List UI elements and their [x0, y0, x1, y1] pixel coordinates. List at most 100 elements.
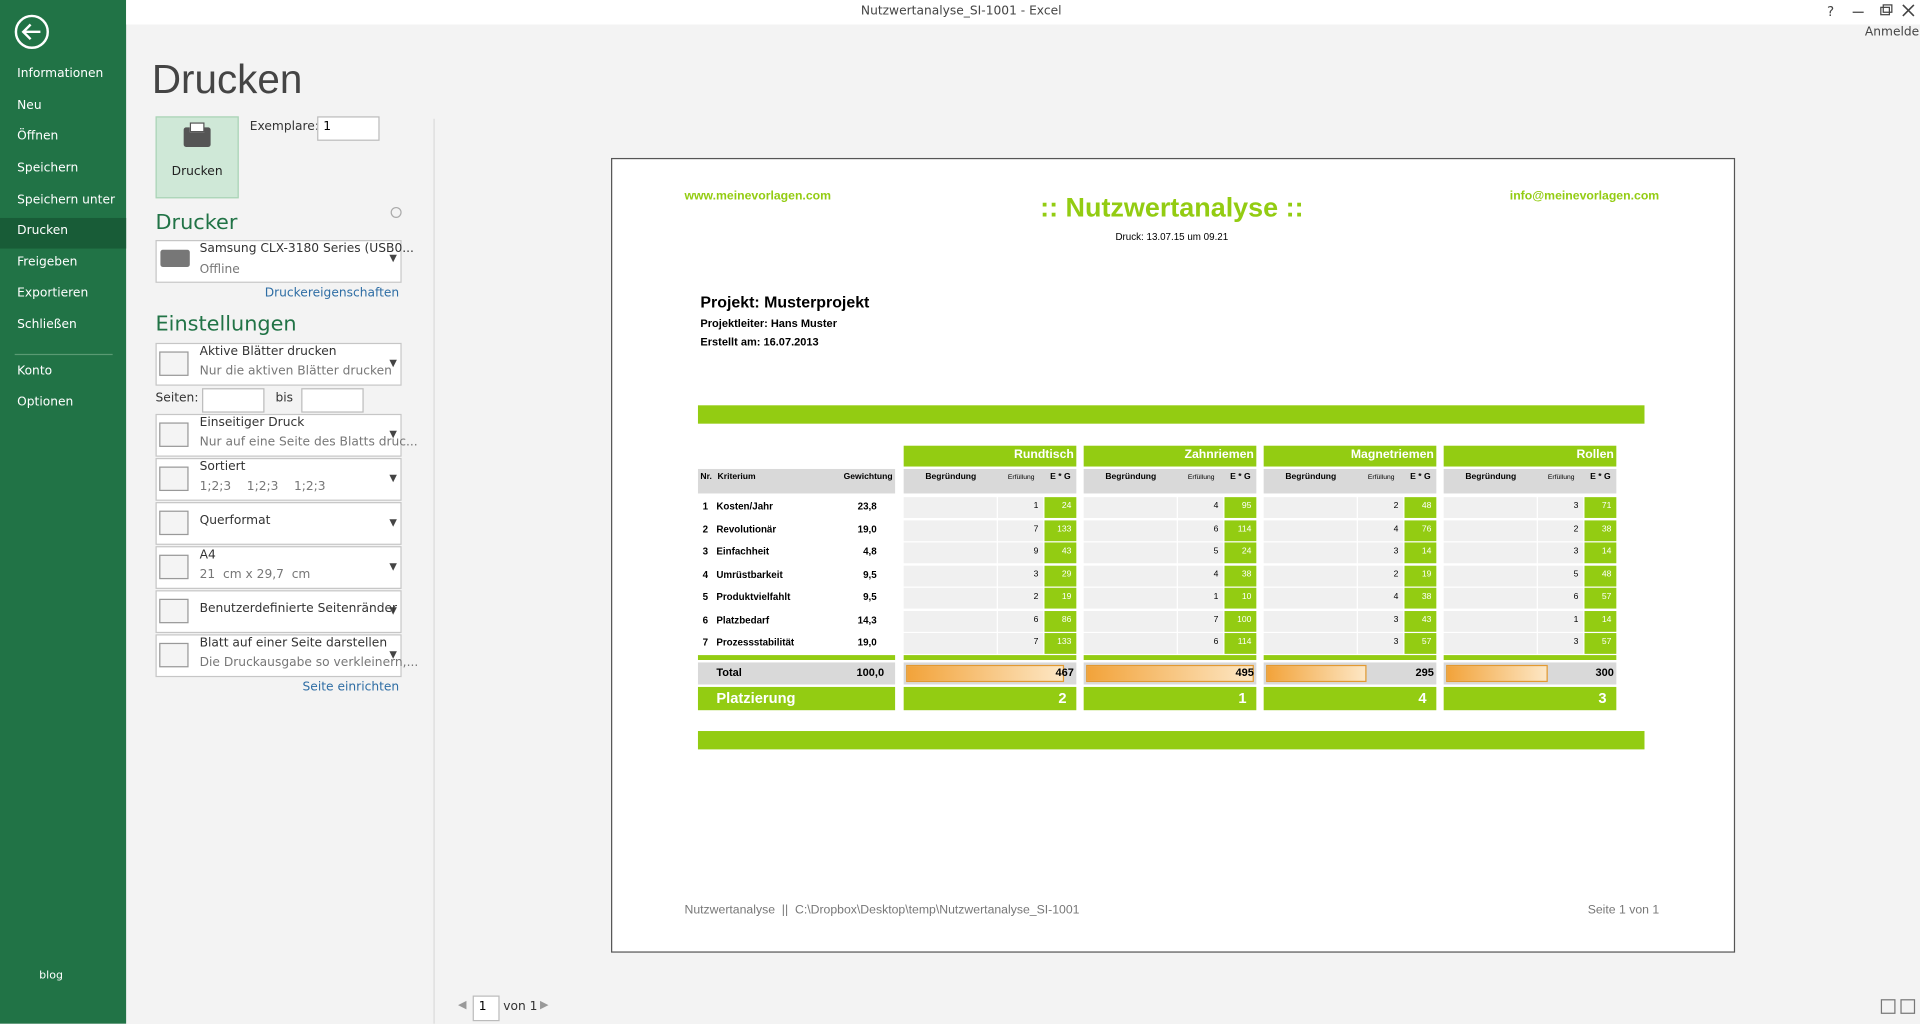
- window-title: Nutzwertanalyse_SI-1001 - Excel: [860, 4, 1062, 19]
- score: 48: [1421, 502, 1432, 511]
- fulfillment-cell: [1177, 610, 1224, 632]
- window-controls[interactable]: [1849, 2, 1918, 19]
- setting-select[interactable]: [155, 413, 402, 457]
- fulfillment-cell: [1177, 565, 1224, 586]
- score-cell: [1404, 633, 1437, 654]
- page-setup[interactable]: Seite einrichten: [302, 680, 400, 695]
- score: 114: [1237, 524, 1252, 534]
- pager-next[interactable]: ▶: [540, 999, 549, 1012]
- fulfillment-cell: [997, 497, 1044, 518]
- zoom-icons[interactable]: [1880, 999, 1896, 1014]
- rank: 1: [1238, 689, 1247, 707]
- reason-cell: [1443, 633, 1537, 654]
- nav-item[interactable]: Drucken: [17, 224, 69, 238]
- fulfillment-cell: [1537, 542, 1584, 564]
- account[interactable]: Anmelden: [1864, 25, 1920, 40]
- option-name: Rundtisch: [1014, 448, 1074, 462]
- info-icon: [390, 206, 402, 218]
- fulfillment: 3: [1393, 637, 1399, 647]
- nav-item[interactable]: Optionen: [17, 395, 74, 409]
- setting-main: A4: [199, 548, 216, 563]
- setting-select[interactable]: [155, 590, 402, 634]
- nav-item[interactable]: Neu: [17, 99, 42, 113]
- pager-prev[interactable]: ◀: [457, 999, 467, 1012]
- nav-item[interactable]: Exportieren: [17, 286, 89, 301]
- fulfillment: 4: [1213, 502, 1219, 511]
- pages-to[interactable]: [301, 388, 364, 413]
- option-subheader-bg: [1443, 468, 1617, 494]
- reason-cell: [1443, 587, 1537, 609]
- rank: 2: [1058, 689, 1067, 707]
- score-cell: [1404, 497, 1437, 518]
- dropdown-arrow: ▼: [389, 604, 397, 616]
- print-button-label[interactable]: Drucken: [171, 165, 223, 179]
- project: Projekt: Musterprojekt: [700, 292, 870, 312]
- sidebar: [0, 0, 127, 1024]
- printer-select[interactable]: [155, 240, 402, 283]
- copies-input[interactable]: 1: [317, 116, 380, 141]
- nav-item[interactable]: Öffnen: [17, 129, 59, 144]
- score-cell: [1584, 519, 1617, 541]
- nav-item[interactable]: Speichern: [17, 161, 79, 176]
- settings-heading: Einstellungen: [155, 312, 297, 337]
- row-criterion: Kosten/Jahr: [716, 500, 773, 512]
- back-button[interactable]: [13, 13, 50, 50]
- nav-item[interactable]: Informationen: [17, 67, 104, 81]
- zoom-icons[interactable]: [1900, 999, 1916, 1014]
- setting-sub: 21 cm x 29,7 cm: [199, 568, 311, 582]
- fulfillment-cell: [997, 610, 1044, 632]
- green-bar: [697, 405, 1645, 424]
- nav-item[interactable]: Schließen: [17, 318, 77, 332]
- pager-input[interactable]: 1: [472, 995, 500, 1022]
- option-subheader: Erfüllung: [1187, 473, 1215, 482]
- score: 14: [1421, 547, 1432, 556]
- setting-main: Querformat: [199, 514, 271, 528]
- printer-name: Samsung CLX-3180 Series (USB0...: [199, 242, 414, 256]
- fulfillment: 2: [1393, 570, 1399, 579]
- help-button[interactable]: ?: [1826, 3, 1835, 20]
- option-subheader: Begründung: [1285, 472, 1337, 482]
- pages-from[interactable]: [202, 388, 265, 413]
- option-subheader: E * G: [1590, 472, 1611, 482]
- fulfillment: 3: [1573, 502, 1579, 511]
- dropdown-arrow: ▼: [389, 357, 397, 369]
- score-cell: [1584, 542, 1617, 564]
- setting-select[interactable]: [155, 634, 402, 678]
- score: 57: [1601, 637, 1612, 647]
- pager-of: von 1: [503, 1000, 538, 1014]
- score: 133: [1057, 637, 1072, 647]
- nav-item[interactable]: Speichern unter: [17, 193, 116, 207]
- nav-highlight: [0, 217, 127, 249]
- score-cell: [1224, 565, 1257, 586]
- nav-footer[interactable]: blog: [39, 969, 63, 983]
- total: 467: [1055, 666, 1074, 679]
- option-subheader: Begründung: [1465, 472, 1517, 482]
- fulfillment-cell: [1537, 519, 1584, 541]
- reason-cell: [1263, 633, 1357, 654]
- printer-properties[interactable]: Druckereigenschaften: [264, 286, 400, 301]
- setting-select[interactable]: [155, 342, 402, 386]
- setting-select[interactable]: [155, 457, 402, 501]
- total: 300: [1595, 666, 1614, 679]
- score: 14: [1601, 615, 1612, 624]
- fulfillment: 1: [1573, 615, 1579, 624]
- row-weight: 23,8: [857, 500, 877, 512]
- dropdown-arrow: ▼: [389, 252, 397, 264]
- nav-item[interactable]: Konto: [17, 364, 53, 379]
- fulfillment: 3: [1393, 547, 1399, 556]
- reason-cell: [903, 587, 997, 609]
- score: 24: [1061, 502, 1072, 511]
- fulfillment: 7: [1033, 637, 1039, 647]
- nav-item[interactable]: Freigeben: [17, 255, 78, 270]
- fulfillment-cell: [1177, 519, 1224, 541]
- fulfillment-cell: [1177, 587, 1224, 609]
- score: 48: [1601, 570, 1612, 579]
- created: Erstellt am: 16.07.2013: [700, 335, 819, 348]
- green-bar: [697, 731, 1645, 750]
- score: 38: [1241, 570, 1252, 579]
- setting-select[interactable]: [155, 546, 402, 589]
- reason-cell: [1263, 565, 1357, 586]
- setting-select[interactable]: [155, 502, 402, 545]
- printer-device-icon: [160, 249, 190, 267]
